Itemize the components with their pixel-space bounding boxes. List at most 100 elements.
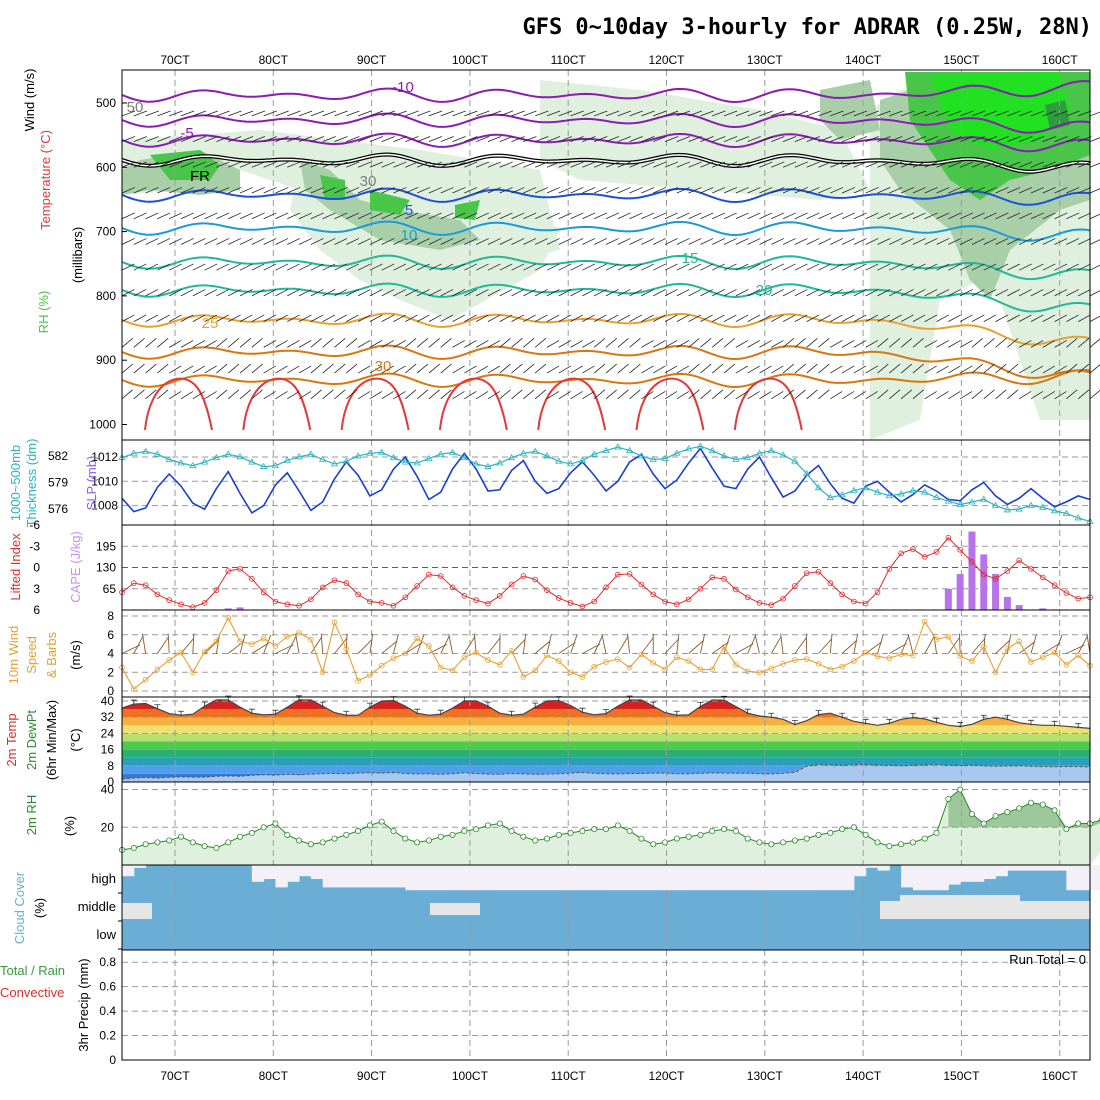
- lifted-index-point: [1016, 557, 1022, 564]
- lifted-index-point: [674, 601, 680, 608]
- wind-barb: [653, 161, 667, 168]
- wind-barb: [617, 136, 631, 142]
- wind-barb: [641, 187, 655, 194]
- wind-barb: [959, 289, 973, 297]
- rh2m-point: [780, 839, 787, 846]
- wind-barb: [287, 340, 300, 348]
- mid-cloud-clear: [430, 903, 480, 915]
- wind-barb: [688, 289, 702, 297]
- wind-barb: [322, 161, 336, 168]
- wind-speed-point: [449, 667, 456, 674]
- wind-barb: [169, 110, 183, 117]
- thickness-point: [673, 449, 681, 456]
- wind-barb: [995, 389, 1007, 400]
- wind-barb: [121, 110, 136, 117]
- high-cloud-clear-cell: [535, 865, 548, 891]
- wind-barb: [357, 263, 371, 271]
- wind-barb: [1018, 391, 1032, 400]
- high-cloud-clear-cell: [511, 865, 524, 891]
- wind-barb: [700, 110, 714, 117]
- wind-barb: [1018, 238, 1032, 245]
- wind-barb: [216, 338, 228, 348]
- rh-shade-70: [320, 175, 345, 200]
- thickness-point: [1074, 514, 1082, 521]
- rh2m-point: [225, 839, 232, 846]
- wind-barb: [712, 289, 725, 297]
- wind-barb: [310, 363, 322, 374]
- wind-barb-10m: [711, 641, 729, 654]
- wind-barb: [818, 136, 832, 142]
- axis-labels: 70CT70CT80CT80CT90CT90CT100CT100CT110CT1…: [0, 53, 1086, 1083]
- high-cloud-clear-cell: [983, 865, 997, 879]
- wind-barb: [983, 314, 997, 322]
- temp-minmax-marker: [815, 710, 822, 716]
- rh2m-point: [957, 786, 964, 793]
- wind-barb: [228, 212, 242, 220]
- wind-barb: [582, 365, 595, 374]
- wind-speed-point: [201, 648, 208, 655]
- wind-barb-10m: [889, 643, 907, 654]
- wind-barb: [889, 161, 903, 168]
- wind-barb: [369, 187, 383, 194]
- rh2m-point: [815, 831, 822, 838]
- wind-barb: [924, 289, 938, 297]
- wind-barb: [440, 238, 454, 245]
- wind-barb: [830, 187, 844, 194]
- wind-barb: [452, 289, 466, 297]
- x-tick-top: 140CT: [845, 53, 882, 67]
- wind-barb: [830, 289, 843, 297]
- wind-barb: [782, 363, 795, 374]
- thickness-tick: 579: [48, 476, 68, 490]
- wind-barb: [487, 136, 502, 142]
- wind-barb: [428, 363, 440, 374]
- wind-speed-point: [555, 658, 562, 664]
- wind-barb-10m: [958, 633, 961, 654]
- wind-barb: [440, 212, 454, 220]
- rh2m-point: [603, 826, 610, 833]
- wind-speed-point: [579, 674, 586, 680]
- lifted-index-point: [768, 602, 775, 608]
- thickness-point: [1062, 509, 1071, 516]
- wind-barb: [1078, 238, 1092, 245]
- wind-barb: [641, 212, 655, 220]
- rh2m-point: [437, 833, 444, 840]
- wind-barb: [664, 110, 679, 117]
- thickness-point: [862, 484, 870, 491]
- wind-barb: [700, 389, 712, 400]
- temp-minmax-marker: [933, 717, 940, 724]
- wind-barb: [334, 338, 346, 348]
- high-cloud-clear-cell: [1078, 865, 1091, 891]
- wind-barb: [806, 338, 818, 348]
- wind-tick: 0: [107, 684, 114, 698]
- wind-barb: [1019, 212, 1033, 220]
- temp-tick: 32: [101, 710, 115, 724]
- wind-barb: [251, 187, 265, 194]
- wind-barb: [747, 212, 761, 220]
- wind-barb: [570, 110, 584, 117]
- wind-barb: [275, 391, 288, 400]
- high-cloud-clear-cell: [417, 865, 430, 891]
- wind-barb: [983, 212, 997, 220]
- thickness-point: [165, 455, 173, 462]
- wind-barb: [936, 340, 949, 348]
- wind-barb: [853, 314, 867, 322]
- wind-barb: [1066, 314, 1079, 322]
- wind-barb: [700, 289, 714, 297]
- wind-barb: [416, 289, 430, 297]
- wind-barb: [357, 110, 372, 117]
- wind-barb: [1077, 389, 1090, 400]
- thickness-point: [307, 450, 315, 457]
- rh2m-point: [827, 829, 834, 836]
- wind-barb: [712, 263, 725, 271]
- wind-barb: [794, 338, 806, 348]
- wind-barb: [1054, 238, 1068, 245]
- wind-speed-point: [815, 661, 822, 667]
- wind-barb: [723, 238, 737, 245]
- thickness-point: [767, 446, 775, 454]
- wind-barb: [1018, 289, 1032, 297]
- wind-barb: [924, 314, 938, 322]
- wind-barb: [889, 212, 903, 220]
- wind-barb: [287, 161, 301, 168]
- wind-barb: [251, 212, 265, 220]
- wind-barb: [936, 136, 950, 142]
